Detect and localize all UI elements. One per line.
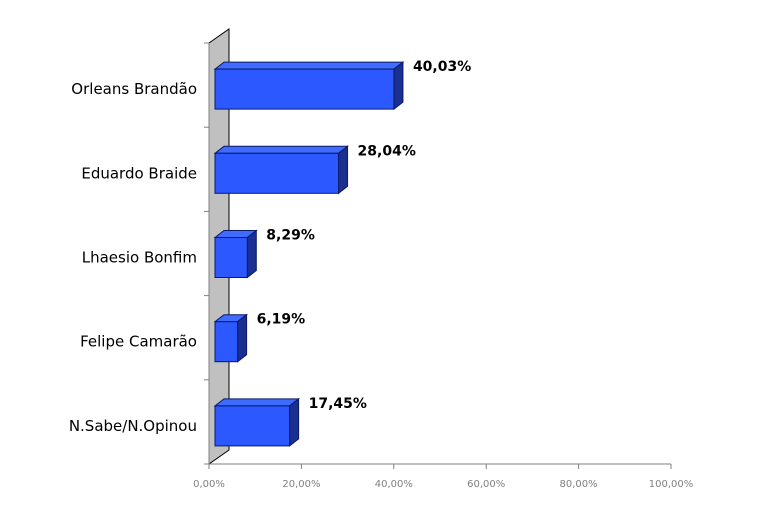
x-tick-label: 40,00%	[375, 479, 413, 490]
axes	[204, 42, 672, 469]
labels: 0,00% 20,00% 40,00% 60,00% 80,00% 100,00% Orle…	[69, 59, 693, 490]
value-label: 40,03%	[413, 59, 471, 75]
category-label: Eduardo Braide	[81, 164, 197, 182]
bar-front-face	[214, 152, 340, 194]
bar-front-face	[214, 68, 395, 110]
bar-side-face	[289, 397, 300, 447]
x-tick-label: 60,00%	[467, 479, 505, 490]
bar-side-face	[393, 61, 404, 111]
x-tick-label: 20,00%	[282, 479, 320, 490]
value-label: 28,04%	[358, 143, 416, 159]
bars	[213, 61, 405, 447]
bar	[213, 313, 249, 363]
bar-top-face	[213, 398, 301, 407]
value-label: 17,45%	[309, 396, 367, 412]
x-tick-label: 100,00%	[649, 479, 694, 490]
bar-side-face	[246, 229, 257, 279]
bar	[213, 145, 350, 195]
category-label: Felipe Camarão	[80, 333, 197, 351]
x-tick-label: 0,00%	[193, 479, 225, 490]
bar-front-face	[214, 405, 291, 447]
bar	[213, 397, 301, 447]
bar-front-face	[214, 237, 248, 278]
bar-side-face	[237, 313, 248, 363]
bar-top-face	[213, 61, 405, 70]
bar-top-face	[213, 145, 350, 154]
x-tick-label: 80,00%	[560, 479, 598, 490]
category-label: N.Sabe/N.Opinou	[69, 417, 197, 435]
bar	[213, 61, 405, 111]
category-label: Lhaesio Bonfim	[82, 249, 197, 267]
bar	[213, 229, 258, 279]
bar-side-face	[338, 145, 349, 195]
value-label: 6,19%	[257, 312, 306, 328]
category-label: Orleans Brandão	[71, 80, 197, 98]
bar-front-face	[214, 321, 239, 363]
value-label: 8,29%	[266, 228, 315, 244]
